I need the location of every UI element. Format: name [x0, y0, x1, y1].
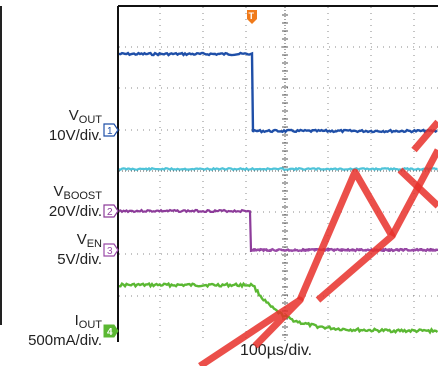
watermark-stroke-5 — [397, 167, 438, 209]
trigger-shape — [247, 10, 257, 24]
marker-number: 2 — [107, 207, 113, 218]
channel-3-label: VEN 5V/div. — [57, 231, 102, 268]
channel-2-marker: 2 — [103, 204, 119, 218]
watermark-stroke-3 — [388, 148, 438, 238]
trigger-marker: T — [247, 10, 257, 24]
watermark-stroke-1 — [198, 296, 304, 366]
trace-cyan-reference — [118, 166, 438, 172]
channel-1-marker: 1 — [103, 123, 119, 137]
marker-number: 1 — [107, 126, 113, 137]
graticule-grid — [119, 7, 438, 342]
channel-2-label: VBOOST 20V/div. — [48, 183, 102, 220]
marker-number: 3 — [107, 246, 113, 257]
marker-shape — [103, 204, 119, 218]
trace-ven — [251, 247, 438, 253]
watermark-stroke-2 — [296, 168, 396, 303]
channel-4-label: IOUT 500mA/div. — [28, 312, 102, 349]
marker-shape — [103, 123, 119, 137]
channel-1-label: VOUT 10V/div. — [48, 107, 102, 144]
channel-3-marker: 3 — [103, 243, 119, 257]
marker-number: 4 — [107, 327, 113, 338]
marker-shape — [103, 243, 119, 257]
trigger-letter: T — [249, 11, 255, 21]
channel-markers: 1 2 3 4 T — [103, 10, 257, 338]
trace-vout — [118, 51, 438, 134]
channel-4-marker: 4 — [103, 324, 119, 338]
watermark-stroke-4 — [411, 119, 438, 153]
marker-shape — [103, 324, 119, 338]
